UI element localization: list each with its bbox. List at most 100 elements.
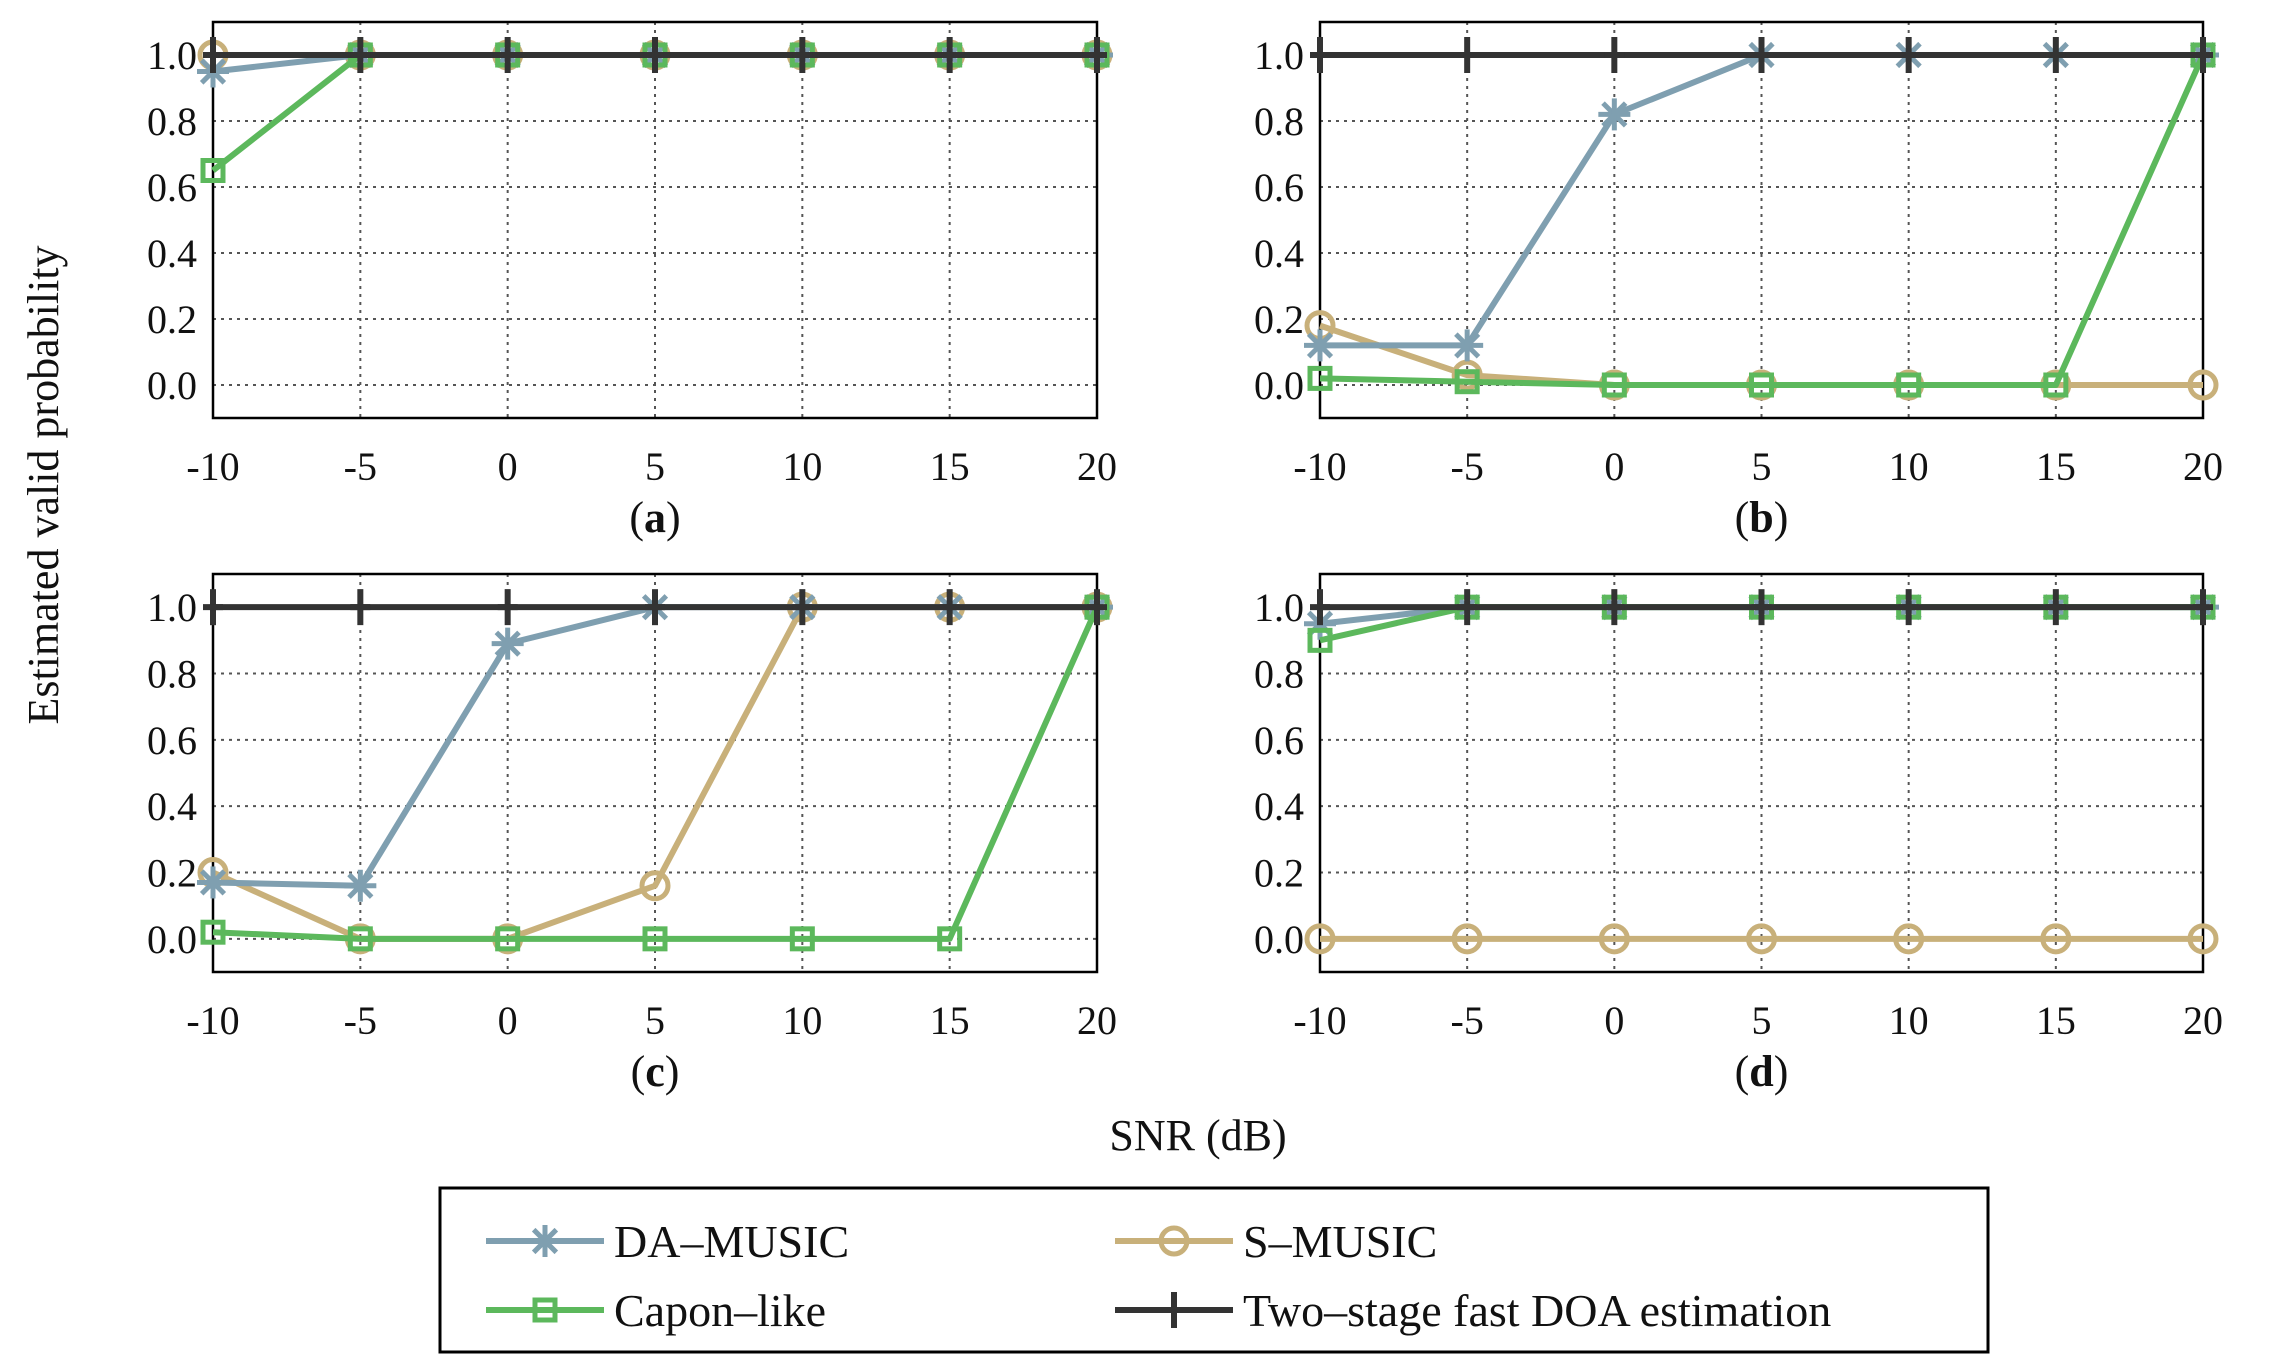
y-tick-label: 0.8 <box>147 99 197 144</box>
data-point <box>2043 372 2069 398</box>
data-point <box>1893 923 1925 955</box>
x-tick-label: 10 <box>782 998 822 1043</box>
y-tick-label: 1.0 <box>1254 33 1304 78</box>
x-tick-label: 5 <box>645 444 665 489</box>
data-point <box>2193 37 2213 73</box>
y-axis-label: Estimated valid probability <box>19 245 68 724</box>
data-point <box>197 866 229 899</box>
data-point <box>344 869 377 902</box>
data-point <box>642 926 668 952</box>
data-point <box>1307 627 1333 653</box>
x-tick-label: 15 <box>930 444 970 489</box>
y-tick-label: 0.8 <box>147 652 197 697</box>
y-tick-label: 0.6 <box>1254 718 1304 763</box>
data-point <box>939 589 960 626</box>
y-tick-label: 0.0 <box>147 917 197 962</box>
data-point <box>792 589 813 626</box>
x-tick-label: -10 <box>186 998 239 1043</box>
data-point <box>1457 589 1478 626</box>
panel-c: 0.0 0.2 0.4 0.6 0.8 1.0 -10 -5 0 5 10 15 20 (c) <box>147 572 1117 1096</box>
x-tick-label: 15 <box>930 998 970 1043</box>
y-tick-label: 0.8 <box>1254 652 1304 697</box>
y-tick-label: 0.8 <box>1254 99 1304 144</box>
panel-b: 0.0 0.2 0.4 0.6 0.8 1.0 -10 -5 0 5 10 15 20 (b) <box>1254 20 2223 542</box>
x-tick-label: -5 <box>344 444 377 489</box>
panel-label: (d) <box>1735 1047 1789 1096</box>
data-point <box>1751 37 1772 73</box>
data-point <box>2187 923 2219 955</box>
data-point <box>792 37 813 73</box>
axes-frame <box>211 20 1099 420</box>
legend-label: S–MUSIC <box>1243 1216 1437 1267</box>
panel-label: (b) <box>1735 493 1789 542</box>
x-tick-label: -5 <box>1451 444 1484 489</box>
data-point <box>497 37 518 73</box>
data-point <box>1451 359 1483 391</box>
y-tick-label: 0.0 <box>147 363 197 408</box>
y-tick-label: 0.2 <box>147 851 197 896</box>
data-point <box>1604 589 1625 626</box>
x-tick-label: 5 <box>645 998 665 1043</box>
x-tick-label: 15 <box>2036 444 2076 489</box>
legend: DA–MUSIC S–MUSIC Capon–like Two–stage fast … <box>438 1186 1990 1354</box>
x-tick-label: 0 <box>498 444 518 489</box>
data-point <box>2040 923 2072 955</box>
x-tick-label: 20 <box>2183 444 2223 489</box>
legend-marker <box>529 1225 561 1257</box>
series-two-stage-fast-doa-estimation <box>203 589 1107 626</box>
y-tick-label: 0.2 <box>1254 297 1304 342</box>
x-tick-label: 10 <box>1889 998 1929 1043</box>
data-point <box>1304 923 1336 955</box>
x-tick-label: 20 <box>1077 998 1117 1043</box>
data-point <box>200 919 226 945</box>
x-tick-label: 5 <box>1752 444 1772 489</box>
data-point <box>1087 37 1107 73</box>
series-two-stage-fast-doa-estimation <box>1310 589 2213 626</box>
axes-frame <box>1318 20 2205 420</box>
series-two-stage-fast-doa-estimation <box>1310 37 2213 73</box>
x-tick-label: 20 <box>1077 444 1117 489</box>
data-point <box>1451 329 1484 362</box>
data-point <box>1601 372 1627 398</box>
panel-d: 0.0 0.2 0.4 0.6 0.8 1.0 -10 -5 0 5 10 15 20 (d) <box>1254 572 2223 1096</box>
series-s-music <box>1304 923 2219 955</box>
data-point <box>203 589 223 626</box>
data-point <box>2045 37 2066 73</box>
data-point <box>939 37 960 73</box>
y-tick-label: 0.4 <box>147 231 197 276</box>
y-tick-label: 0.2 <box>147 297 197 342</box>
data-point <box>350 37 371 73</box>
legend-items: DA–MUSIC S–MUSIC Capon–like Two–stage fast … <box>486 1216 1831 1336</box>
x-tick-label: -10 <box>1293 444 1346 489</box>
x-tick-label: 0 <box>1604 998 1624 1043</box>
data-point <box>1746 923 1777 955</box>
data-point <box>1898 589 1919 626</box>
data-point <box>1898 37 1919 73</box>
series-line <box>212 605 1100 942</box>
legend-marker <box>1164 1292 1184 1328</box>
data-point <box>200 158 226 183</box>
series-two-stage-fast-doa-estimation <box>203 37 1107 73</box>
data-point <box>1751 589 1772 626</box>
data-point <box>1896 372 1922 398</box>
x-tick-label: 10 <box>782 444 822 489</box>
data-point <box>1598 98 1631 131</box>
y-tick-label: 1.0 <box>1254 585 1304 630</box>
x-tick-label: -10 <box>186 444 239 489</box>
data-point <box>1087 589 1107 626</box>
data-point <box>347 926 373 952</box>
data-point <box>645 589 665 626</box>
x-axis-label: SNR (dB) <box>1109 1111 1286 1160</box>
data-point <box>491 627 524 660</box>
data-point <box>1749 372 1774 398</box>
y-tick-label: 0.0 <box>1254 363 1304 408</box>
y-tick-label: 0.4 <box>1254 231 1304 276</box>
data-point <box>1454 369 1480 395</box>
x-tick-label: 10 <box>1889 444 1929 489</box>
data-point <box>789 926 815 952</box>
x-tick-label: -5 <box>1451 998 1484 1043</box>
data-point <box>1604 37 1625 73</box>
y-tick-label: 0.2 <box>1254 851 1304 896</box>
data-point <box>2187 369 2219 401</box>
